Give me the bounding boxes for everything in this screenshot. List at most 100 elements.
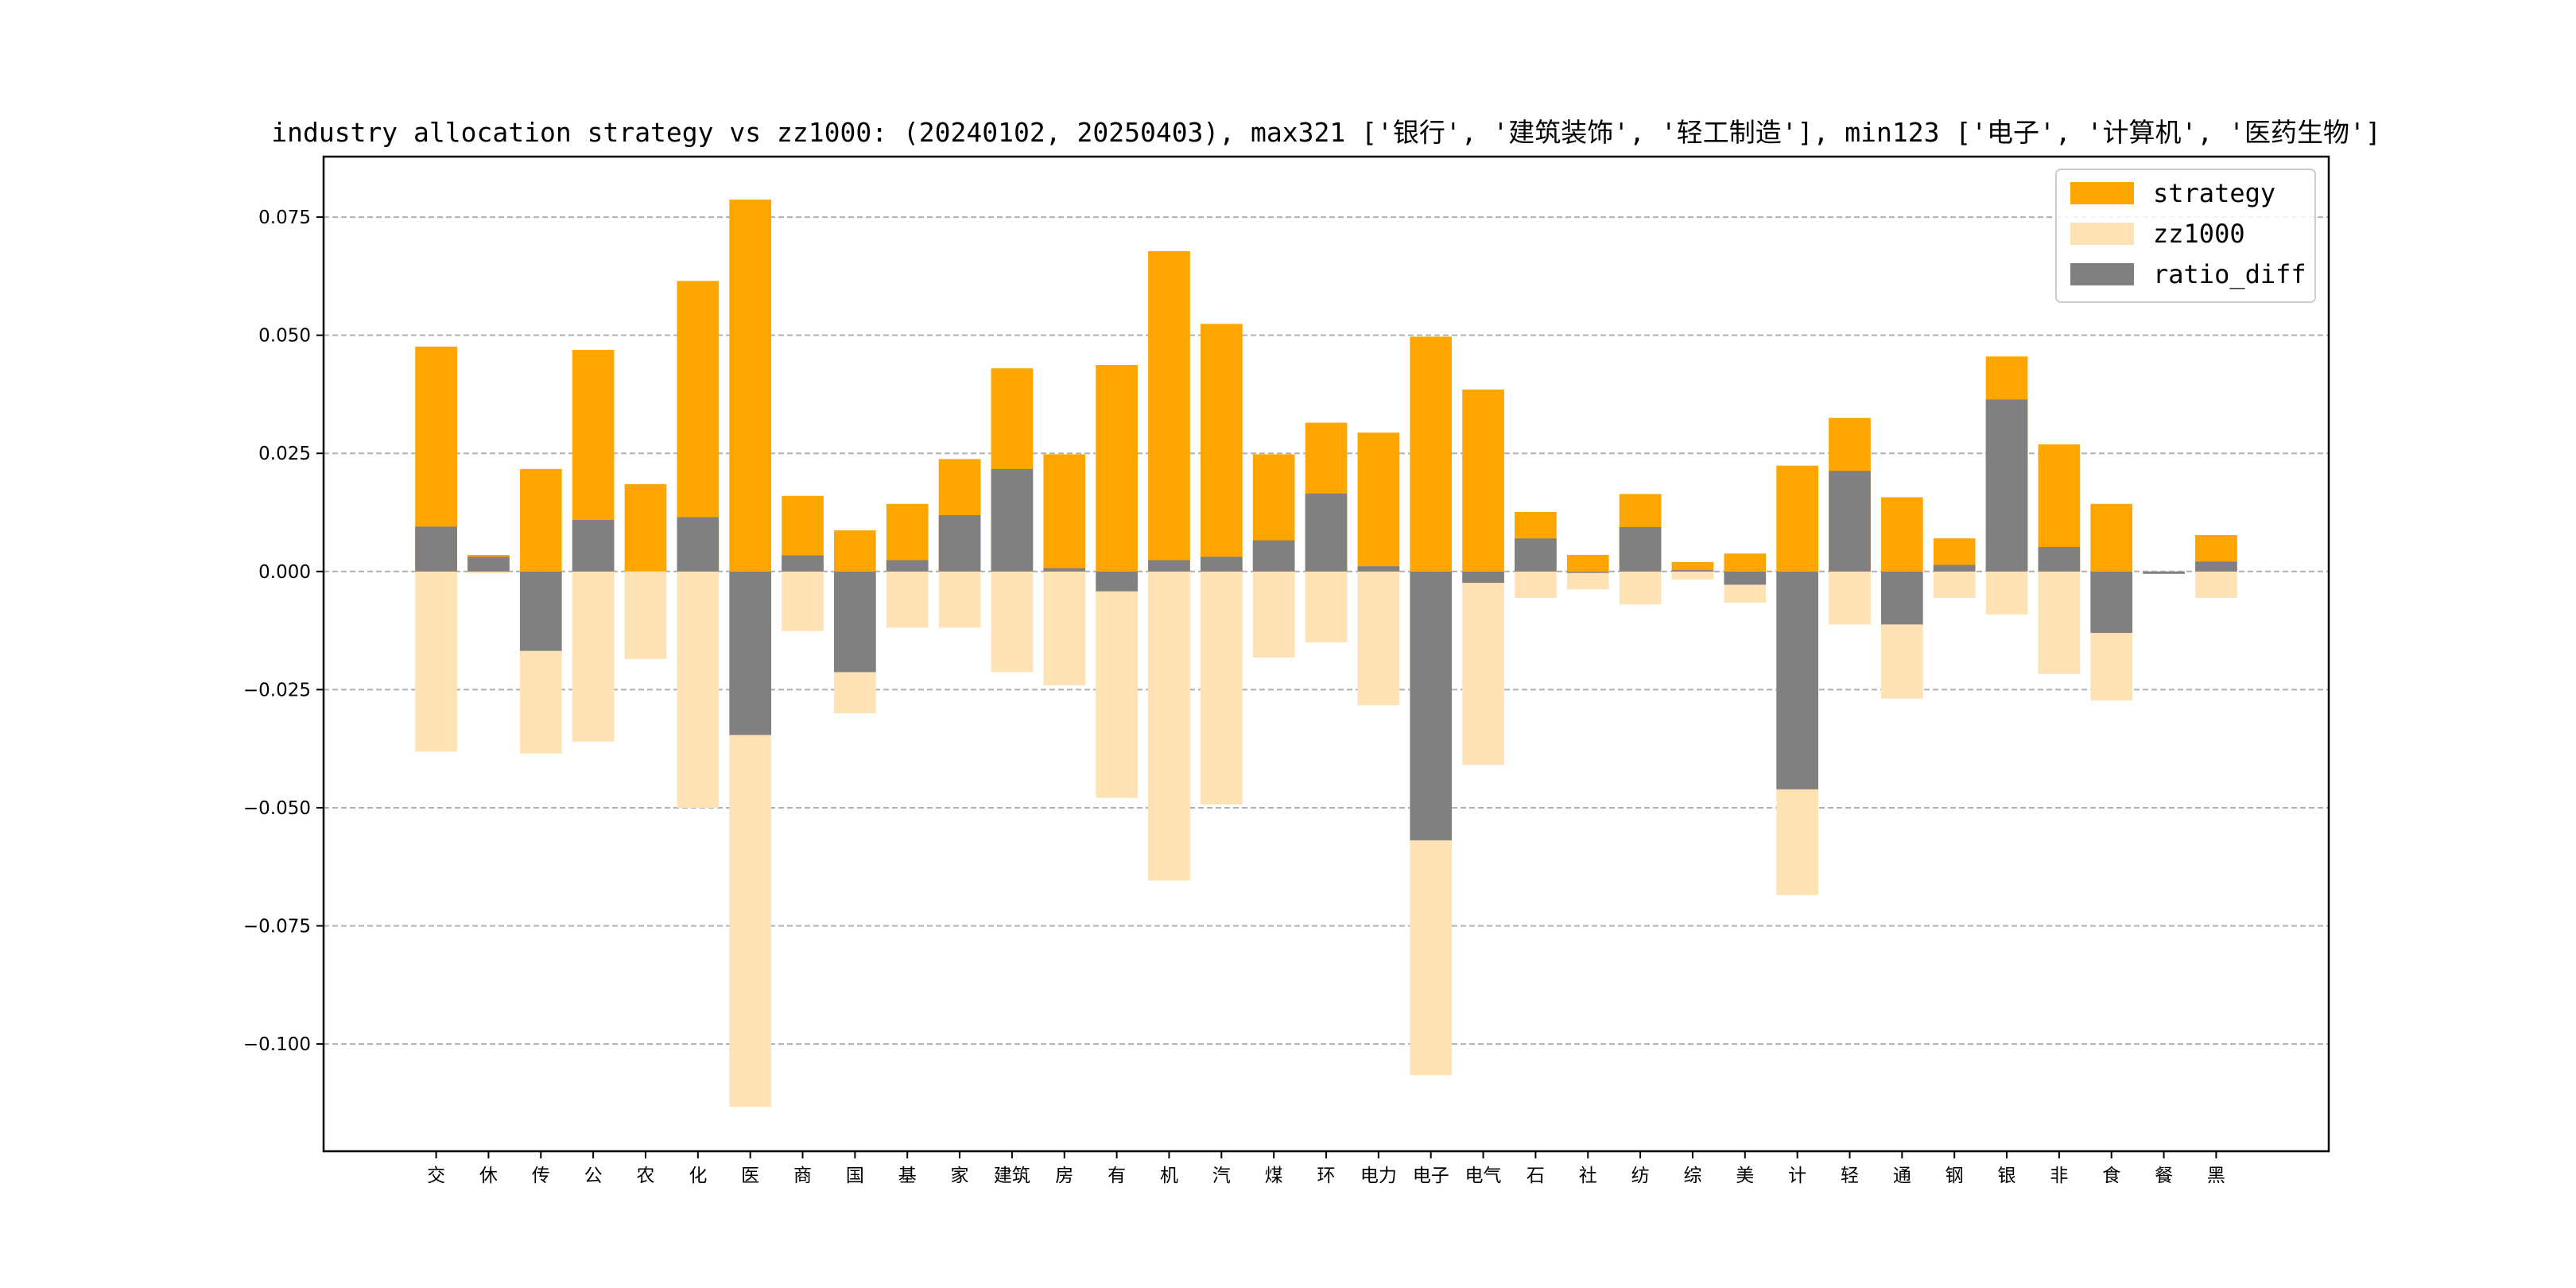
bar-zz1000 <box>1933 571 1976 599</box>
bar-ratio-diff <box>1619 526 1662 572</box>
bar-strategy <box>1200 324 1243 572</box>
bar-ratio-diff <box>415 526 457 572</box>
bar-zz1000 <box>1985 571 2028 615</box>
x-tick-label: 交 <box>427 1166 445 1186</box>
legend-label-strategy: strategy <box>2153 178 2275 208</box>
legend-swatch-strategy <box>2070 182 2134 204</box>
bar-ratio-diff <box>1096 571 1138 592</box>
x-tick-label: 纺 <box>1631 1166 1650 1186</box>
bar-strategy <box>834 530 876 572</box>
x-tick-label: 电气 <box>1465 1166 1502 1186</box>
bar-ratio-diff <box>1148 560 1190 572</box>
bar-ratio-diff <box>2143 571 2185 574</box>
y-tick-label: 0.025 <box>258 444 311 464</box>
bar-ratio-diff <box>1200 557 1243 572</box>
x-tick-label: 轻 <box>1841 1166 1859 1186</box>
bar-zz1000 <box>1462 571 1504 765</box>
y-tick-label: 0.000 <box>258 562 311 583</box>
x-tick-label: 汽 <box>1212 1166 1231 1186</box>
bar-zz1000 <box>572 571 615 742</box>
bar-strategy <box>1671 561 1714 572</box>
bar-ratio-diff <box>1671 570 1714 572</box>
bar-ratio-diff <box>938 515 981 572</box>
bar-zz1000 <box>1096 571 1138 798</box>
x-tick-label: 农 <box>636 1166 654 1186</box>
bar-ratio-diff <box>1985 399 2028 572</box>
y-tick-label: −0.100 <box>243 1034 311 1055</box>
legend-label-zz1000: zz1000 <box>2153 219 2245 249</box>
y-tick-label: 0.050 <box>258 326 311 347</box>
x-tick-label: 美 <box>1736 1166 1754 1186</box>
x-tick-label: 机 <box>1160 1166 1178 1186</box>
bar-ratio-diff <box>677 517 720 572</box>
y-tick-label: −0.075 <box>243 917 311 937</box>
x-tick-label: 家 <box>951 1166 969 1186</box>
bar-zz1000 <box>677 571 720 808</box>
x-tick-label: 环 <box>1317 1166 1336 1186</box>
bar-strategy <box>1880 497 1923 572</box>
x-axis: 交 休 传 公 农 化 医 商 国 基 家 建筑 房 有 机 汽 煤 环 电力 电子 电气 石 社 纺 综 美 计 轻 通 钢 银 非 食 餐 黑 <box>427 1151 2225 1186</box>
bar-zz1000 <box>782 571 824 631</box>
x-tick-label: 钢 <box>1946 1166 1964 1186</box>
legend-swatch-zz1000 <box>2070 223 2134 245</box>
bar-ratio-diff <box>2090 571 2133 634</box>
x-tick-label: 医 <box>741 1166 759 1186</box>
legend: strategy zz1000 ratio_diff <box>2055 169 2316 303</box>
bar-ratio-diff <box>1410 571 1453 840</box>
bar-zz1000 <box>2195 571 2237 599</box>
bar-ratio-diff <box>2195 561 2237 572</box>
bar-ratio-diff <box>991 468 1034 572</box>
bar-zz1000 <box>886 571 929 628</box>
bar-zz1000 <box>1566 571 1609 590</box>
bar-zz1000 <box>2038 571 2081 674</box>
bar-zz1000 <box>1829 571 1871 625</box>
x-tick-label: 电子 <box>1413 1166 1449 1186</box>
bar-zz1000 <box>938 571 981 628</box>
bar-zz1000 <box>991 571 1034 673</box>
bars <box>415 200 2237 1108</box>
bar-ratio-diff <box>1357 566 1400 572</box>
bar-ratio-diff <box>1724 571 1767 585</box>
bar-strategy <box>1724 553 1767 572</box>
plot-frame <box>322 155 2330 1153</box>
bar-ratio-diff <box>886 560 929 572</box>
bar-ratio-diff <box>1880 571 1923 625</box>
bar-zz1000 <box>1252 571 1295 658</box>
bar-strategy <box>729 200 772 572</box>
x-tick-label: 非 <box>2050 1166 2068 1186</box>
y-tick-label: 0.075 <box>258 208 311 228</box>
bar-ratio-diff <box>1043 568 1086 572</box>
x-tick-label: 化 <box>689 1166 707 1186</box>
bar-zz1000 <box>1515 571 1557 599</box>
x-tick-label: 石 <box>1527 1166 1545 1186</box>
y-tick-label: −0.050 <box>243 798 311 819</box>
x-tick-label: 餐 <box>2155 1166 2173 1186</box>
x-tick-label: 综 <box>1683 1166 1701 1186</box>
x-tick-label: 房 <box>1055 1166 1073 1186</box>
bar-zz1000 <box>1043 571 1086 686</box>
bar-zz1000 <box>415 571 457 752</box>
bar-zz1000 <box>467 571 510 574</box>
bar-ratio-diff <box>782 555 824 572</box>
bar-zz1000 <box>1357 571 1400 705</box>
x-tick-label: 煤 <box>1265 1166 1283 1186</box>
bar-strategy <box>1357 433 1400 572</box>
x-tick-label: 社 <box>1579 1166 1597 1186</box>
x-tick-label: 休 <box>479 1166 498 1186</box>
bar-strategy <box>624 483 667 572</box>
y-axis: 0.075 0.050 0.025 0.000 −0.025 −0.050 −0.075 −0… <box>243 208 324 1055</box>
bar-ratio-diff <box>1776 571 1818 789</box>
x-tick-label: 基 <box>898 1166 917 1186</box>
bar-zz1000 <box>1305 571 1348 642</box>
bar-zz1000 <box>1148 571 1190 881</box>
y-tick-label: −0.025 <box>243 680 311 700</box>
bar-ratio-diff <box>467 557 510 572</box>
x-tick-label: 商 <box>793 1166 812 1186</box>
x-tick-label: 建筑 <box>994 1166 1030 1186</box>
bar-strategy <box>1462 389 1504 572</box>
bar-ratio-diff <box>729 571 772 735</box>
bar-strategy <box>1148 250 1190 572</box>
x-tick-label: 食 <box>2102 1166 2120 1186</box>
x-tick-label: 国 <box>846 1166 864 1186</box>
